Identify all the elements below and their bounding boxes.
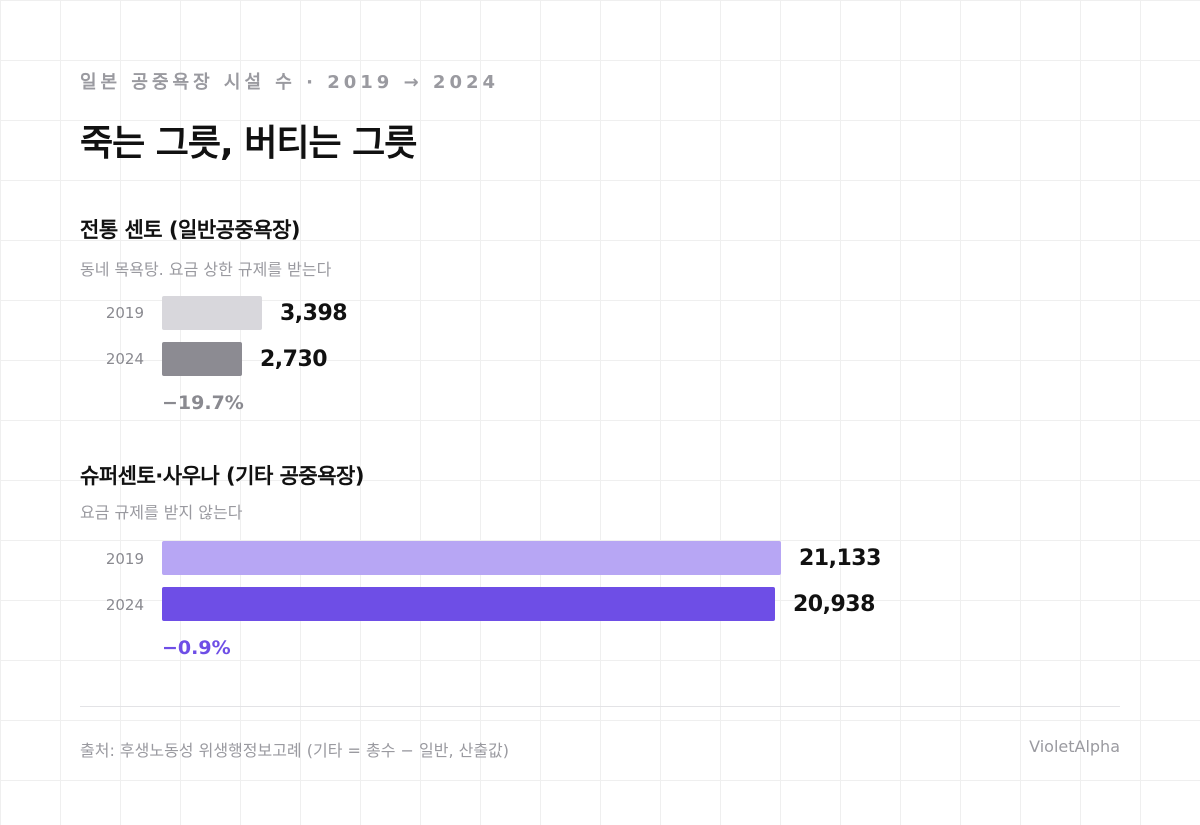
section-subtitle-super-sento: 요금 규제를 받지 않는다 [80, 503, 243, 522]
year-label: 2019 [105, 550, 144, 568]
bar-traditional-2019 [162, 296, 262, 330]
brand-label: VioletAlpha [1029, 737, 1120, 756]
section-title-traditional: 전통 센토 (일반공중욕장) [80, 218, 301, 242]
value-label: 20,938 [793, 592, 875, 617]
chart-eyebrow: 일본 공중욕장 시설 수 · 2019 → 2024 [80, 72, 500, 93]
section-subtitle-traditional: 동네 목욕탕. 요금 상한 규제를 받는다 [80, 260, 332, 279]
value-label: 2,730 [260, 347, 328, 372]
bar-super-sento-2024 [162, 587, 775, 621]
change-label-traditional: −19.7% [162, 392, 244, 414]
value-label: 3,398 [280, 301, 348, 326]
chart-title: 죽는 그릇, 버티는 그릇 [80, 123, 417, 164]
source-note: 출처: 후생노동성 위생행정보고례 (기타 = 총수 − 일반, 산출값) [80, 741, 510, 760]
value-label: 21,133 [799, 546, 881, 571]
change-label-super-sento: −0.9% [162, 637, 231, 659]
footer-divider [80, 706, 1120, 707]
year-label: 2024 [105, 596, 144, 614]
bar-traditional-2024 [162, 342, 242, 376]
year-label: 2024 [105, 350, 144, 368]
bar-super-sento-2019 [162, 541, 781, 575]
year-label: 2019 [105, 304, 144, 322]
section-title-super-sento: 슈퍼센토·사우나 (기타 공중욕장) [80, 464, 364, 488]
